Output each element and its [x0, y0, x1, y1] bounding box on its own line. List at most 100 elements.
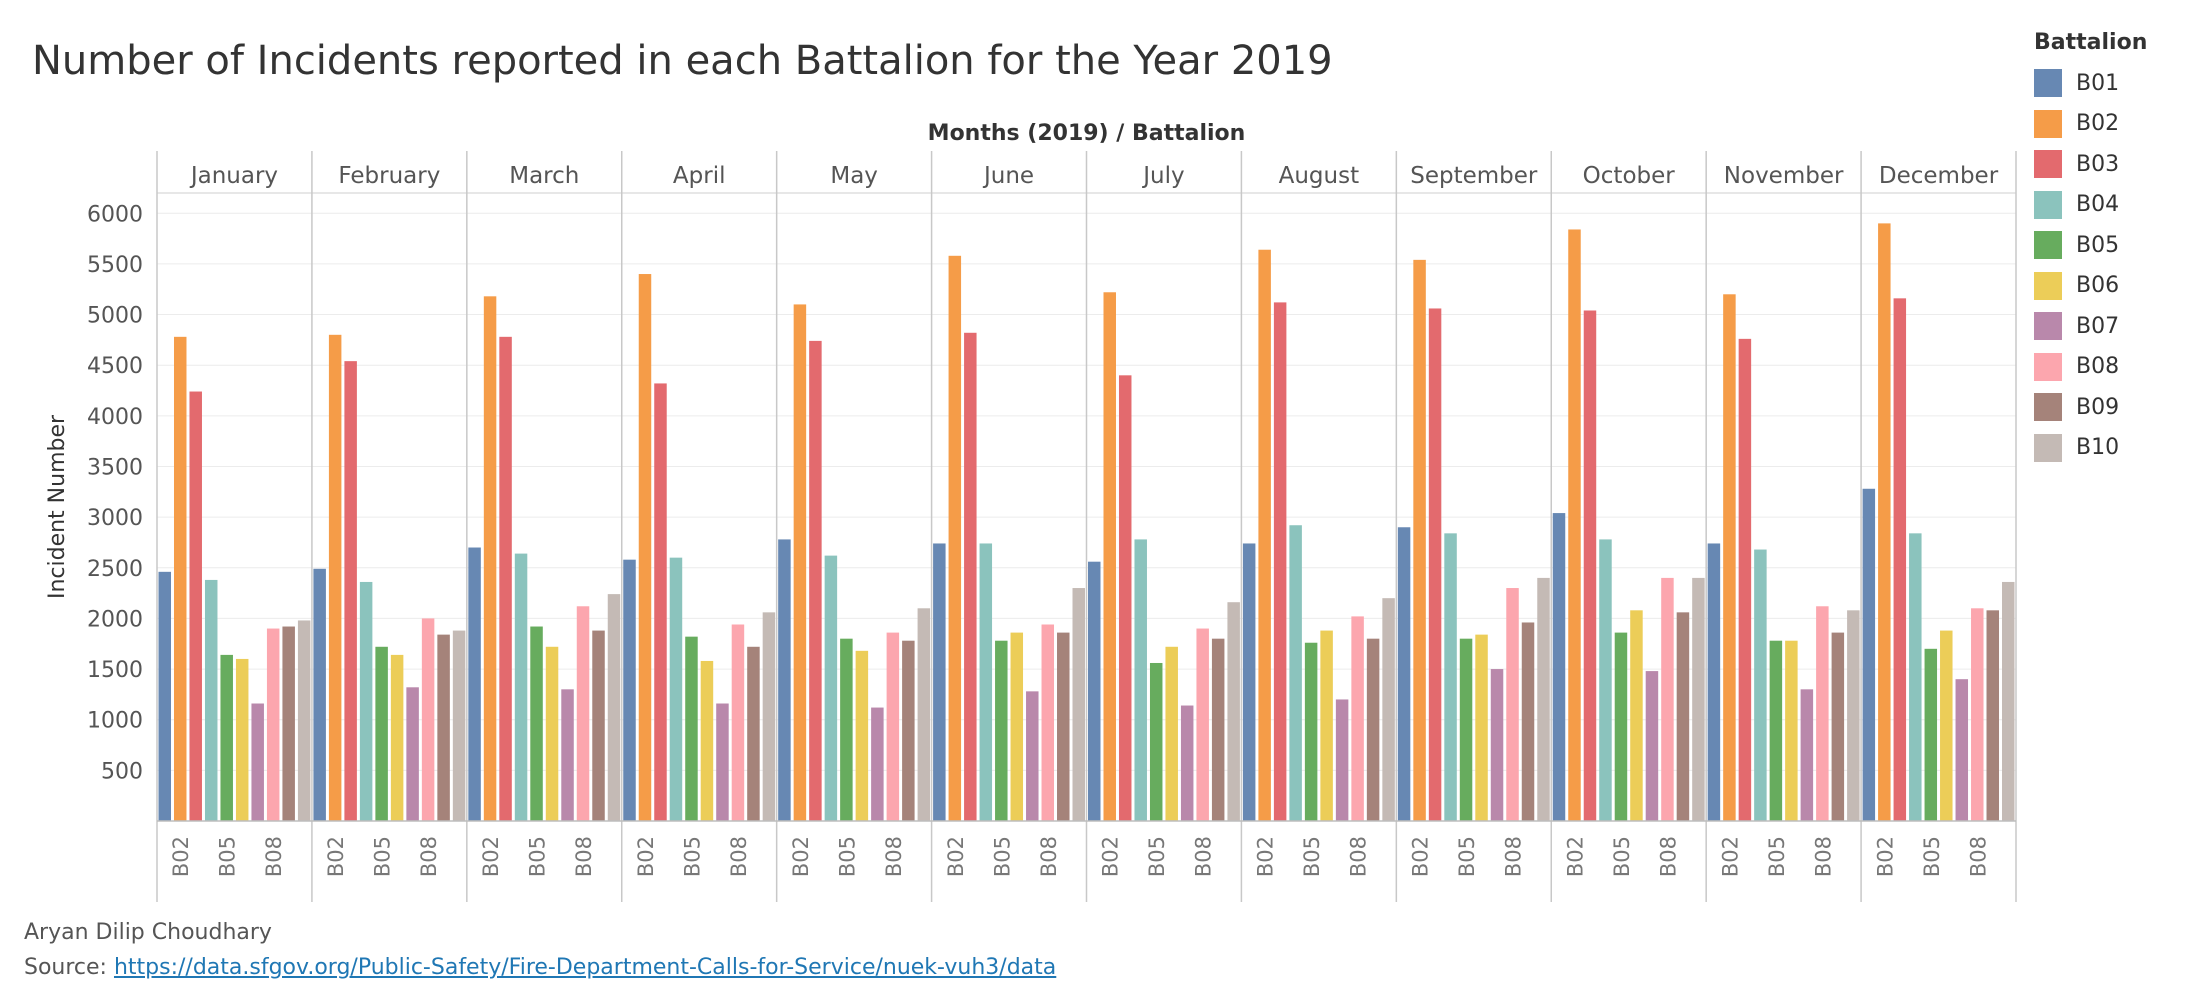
- bar-november-b07: [1800, 689, 1814, 821]
- bar-september-b02: [1413, 259, 1426, 821]
- bar-april-b09: [747, 646, 760, 821]
- source-link[interactable]: https://data.sfgov.org/Public-Safety/Fir…: [113, 955, 1057, 980]
- y-tick-label: 500: [101, 759, 143, 784]
- legend-label: B07: [2076, 313, 2120, 339]
- bar-september-b07: [1490, 669, 1504, 821]
- bar-january-b10: [297, 620, 311, 821]
- x-tick-label: B08: [1811, 836, 1835, 877]
- bar-december-b05: [1924, 648, 1938, 821]
- bar-july-b02: [1103, 292, 1116, 821]
- bar-march-b04: [514, 553, 528, 821]
- bar-february-b03: [344, 361, 357, 821]
- bar-february-b01: [313, 568, 326, 821]
- bar-december-b07: [1955, 679, 1969, 821]
- bar-april-b07: [716, 703, 729, 821]
- bar-october-b07: [1645, 671, 1659, 821]
- bar-february-b06: [390, 654, 404, 821]
- x-tick-label: B02: [1099, 836, 1123, 877]
- bar-february-b05: [375, 646, 388, 821]
- legend-label: B09: [2076, 394, 2120, 420]
- bar-august-b04: [1289, 525, 1302, 821]
- x-tick-label: B05: [1920, 836, 1944, 877]
- bar-may-b08: [886, 632, 900, 821]
- bar-october-b02: [1568, 229, 1581, 821]
- bar-october-b09: [1676, 612, 1690, 821]
- bar-september-b01: [1397, 527, 1411, 821]
- x-tick-label: B02: [1563, 836, 1587, 877]
- legend-swatch: [2034, 352, 2062, 381]
- legend-label: B06: [2076, 273, 2120, 299]
- bar-february-b04: [359, 581, 373, 821]
- month-header: April: [673, 163, 726, 189]
- bar-may-b05: [840, 638, 853, 821]
- bar-april-b03: [654, 383, 667, 821]
- bar-december-b02: [1878, 223, 1891, 822]
- bar-april-b10: [762, 612, 776, 821]
- bar-june-b03: [964, 332, 977, 821]
- bar-january-b05: [220, 654, 233, 821]
- bar-april-b02: [638, 274, 652, 822]
- bar-april-b04: [669, 557, 683, 821]
- bar-january-b01: [158, 571, 171, 821]
- bar-november-b01: [1707, 543, 1721, 821]
- x-tick-label: B08: [882, 836, 906, 877]
- bar-february-b07: [406, 687, 419, 821]
- y-tick-label: 3500: [87, 455, 143, 480]
- x-axis-title: Months (2019) / Battalion: [928, 121, 1246, 146]
- month-header: January: [189, 163, 278, 189]
- bar-june-b07: [1026, 691, 1039, 821]
- bar-september-b05: [1459, 638, 1473, 821]
- x-tick-label: B05: [1765, 836, 1789, 877]
- y-tick-label: 2500: [87, 557, 143, 582]
- bar-july-b09: [1211, 638, 1225, 821]
- bar-november-b03: [1738, 338, 1752, 821]
- x-tick-label: B05: [680, 836, 704, 877]
- bar-october-b08: [1661, 577, 1674, 821]
- y-tick-label: 4000: [87, 405, 143, 430]
- bar-august-b03: [1273, 302, 1287, 821]
- bar-june-b10: [1072, 588, 1085, 821]
- bar-august-b07: [1335, 699, 1349, 821]
- legend-swatch: [2034, 69, 2062, 98]
- bar-march-b02: [483, 296, 497, 821]
- bar-march-b03: [499, 336, 512, 821]
- x-tick-label: B05: [216, 836, 240, 877]
- bar-august-b10: [1382, 598, 1395, 821]
- y-tick-label: 1500: [87, 658, 143, 683]
- legend-swatch: [2034, 271, 2062, 300]
- x-tick-label: B08: [1966, 836, 1990, 877]
- bar-october-b06: [1630, 610, 1643, 821]
- bar-january-b04: [204, 579, 218, 821]
- y-tick-label: 3000: [87, 506, 143, 531]
- month-header: August: [1279, 163, 1360, 189]
- y-axis-title: Incident Number: [45, 414, 70, 599]
- x-tick-label: B02: [324, 836, 348, 877]
- bar-may-b04: [824, 555, 838, 821]
- legend-label: B02: [2076, 111, 2120, 137]
- legend-item-b05: B05: [2034, 225, 2147, 266]
- source-line: Source: https://data.sfgov.org/Public-Sa…: [24, 955, 1056, 980]
- legend-swatch: [2034, 231, 2062, 260]
- legend-item-b04: B04: [2034, 185, 2147, 226]
- legend-title: Battalion: [2034, 30, 2148, 55]
- bar-may-b03: [809, 340, 822, 821]
- bar-january-b06: [235, 658, 249, 821]
- legend-label: B01: [2076, 70, 2120, 96]
- bar-september-b06: [1475, 634, 1488, 821]
- bar-august-b01: [1242, 543, 1256, 821]
- bar-september-b04: [1444, 533, 1457, 821]
- bar-may-b02: [793, 304, 807, 822]
- x-tick-label: B08: [1656, 836, 1680, 877]
- bar-march-b09: [592, 630, 605, 821]
- x-tick-label: B08: [1037, 836, 1061, 877]
- x-tick-label: B05: [1300, 836, 1324, 877]
- x-tick-label: B02: [1718, 836, 1742, 877]
- legend-label: B08: [2076, 354, 2120, 380]
- y-tick-label: 6000: [87, 202, 143, 227]
- bar-january-b02: [173, 336, 187, 821]
- y-tick-label: 1000: [87, 709, 143, 734]
- bar-september-b09: [1521, 622, 1535, 821]
- bar-april-b08: [731, 624, 745, 821]
- bar-october-b01: [1552, 513, 1566, 821]
- bar-february-b10: [452, 630, 466, 821]
